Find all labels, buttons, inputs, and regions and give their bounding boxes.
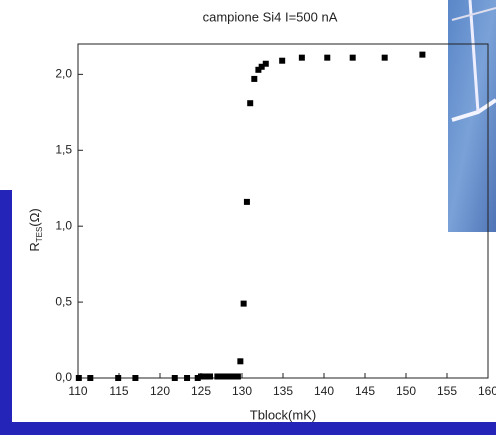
- x-tick-label: 125: [191, 384, 211, 398]
- chart-panel: [12, 0, 496, 422]
- data-point: [198, 373, 204, 380]
- data-point: [219, 373, 226, 380]
- data-point: [184, 375, 191, 381]
- photo: [448, 0, 496, 232]
- data-point: [324, 54, 331, 61]
- x-tick-label: 110: [68, 384, 87, 398]
- data-point: [115, 375, 122, 381]
- photo-line: [451, 7, 496, 21]
- data-point: [255, 66, 262, 73]
- data-point: [194, 375, 201, 381]
- y-axis-label: RTES(Ω): [27, 208, 44, 251]
- data-point: [237, 358, 244, 365]
- data-point: [381, 54, 388, 61]
- data-point: [171, 375, 178, 381]
- data-point: [419, 51, 426, 58]
- y-tick-label: 1,5: [55, 142, 72, 156]
- y-tick-label: 1,0: [55, 218, 72, 232]
- x-tick-label: 140: [314, 384, 334, 398]
- y-label-sub: TES: [35, 227, 44, 243]
- x-tick-label: 130: [232, 384, 252, 398]
- data-point: [234, 373, 241, 380]
- data-point: [240, 300, 247, 307]
- x-tick-label: 115: [109, 384, 128, 398]
- data-point: [247, 100, 254, 107]
- data-point: [214, 373, 221, 380]
- data-point: [229, 373, 236, 380]
- data-point: [349, 54, 356, 61]
- data-point: [207, 373, 214, 380]
- data-point: [202, 373, 209, 380]
- data-point: [279, 57, 286, 64]
- y-tick-label: 0,5: [55, 294, 72, 308]
- x-tick-label: 160: [478, 384, 496, 398]
- y-tick-label: 2,0: [55, 67, 72, 81]
- photo-line: [468, 0, 480, 113]
- x-axis-label: Tblock(mK): [250, 407, 316, 422]
- data-point: [258, 63, 265, 70]
- y-label-main: R: [27, 242, 42, 251]
- x-tick-label: 155: [437, 384, 457, 398]
- x-tick-label: 150: [396, 384, 416, 398]
- x-tick-label: 145: [355, 384, 375, 398]
- y-label-tail: (Ω): [27, 208, 42, 226]
- data-point: [224, 373, 231, 380]
- data-point: [262, 60, 269, 67]
- data-point: [243, 198, 250, 205]
- data-point: [132, 375, 139, 381]
- data-point: [298, 54, 305, 61]
- y-tick-label: 0,0: [55, 370, 72, 384]
- x-tick-label: 120: [150, 384, 170, 398]
- data-point: [75, 375, 82, 381]
- x-tick-label: 135: [273, 384, 293, 398]
- chart-title: campione Si4 I=500 nA: [203, 9, 338, 24]
- data-point: [87, 375, 94, 381]
- panel-corner: [0, 0, 70, 190]
- data-point: [251, 75, 258, 82]
